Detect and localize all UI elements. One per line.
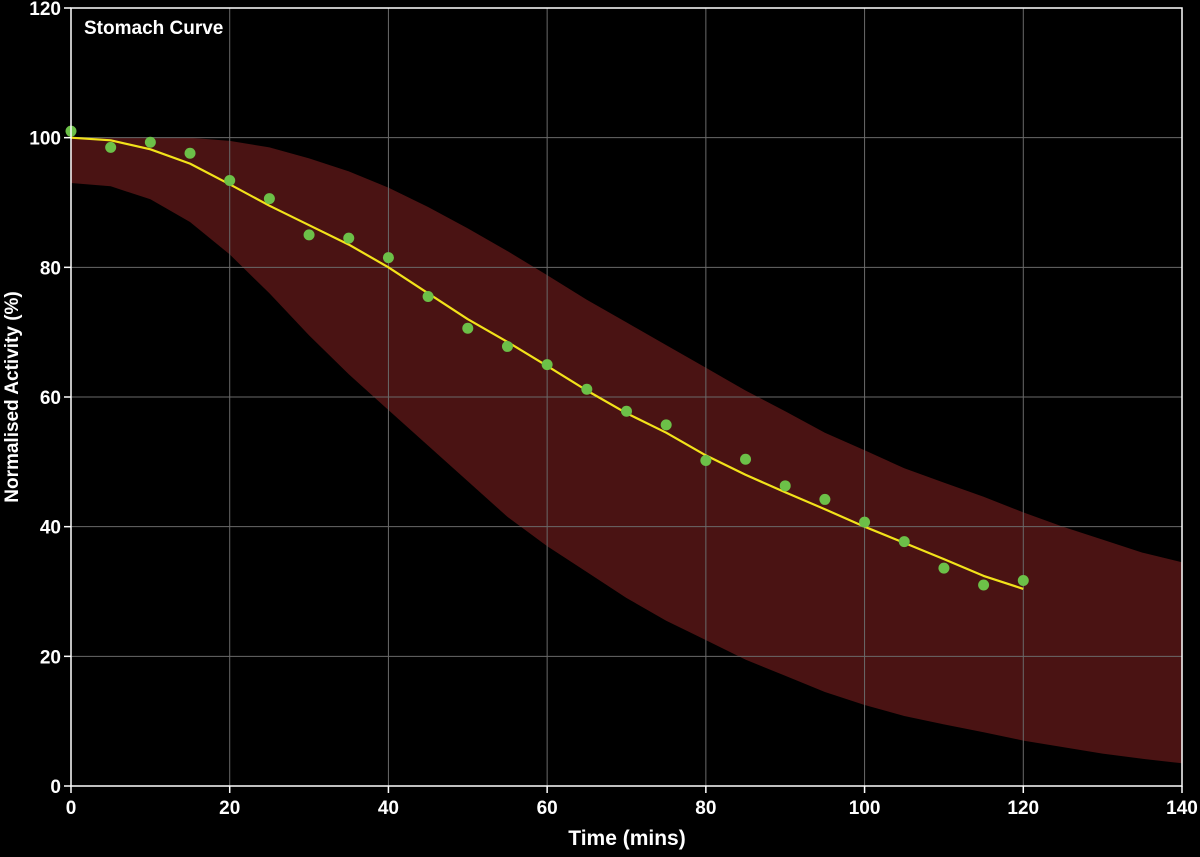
y-tick-label: 20 xyxy=(40,647,61,668)
x-tick-label: 100 xyxy=(849,798,881,819)
data-point xyxy=(422,291,434,303)
data-point xyxy=(462,322,474,334)
x-tick-label: 140 xyxy=(1166,798,1198,819)
data-points-layer xyxy=(65,125,1029,591)
data-point xyxy=(263,193,275,205)
y-tick-label: 60 xyxy=(40,388,61,409)
data-point xyxy=(740,453,752,465)
data-point xyxy=(144,136,156,148)
data-point xyxy=(303,229,315,241)
tick-labels-layer: 0 20 40 60 80 100 120 140 0 20 40 60 80 100 120 xyxy=(29,0,1198,819)
data-point xyxy=(779,480,791,492)
data-point xyxy=(660,419,672,431)
y-tick-label: 0 xyxy=(50,777,61,798)
confidence-band xyxy=(71,137,1182,764)
y-tick-label: 120 xyxy=(29,0,61,20)
x-tick-label: 20 xyxy=(219,798,240,819)
x-tick-label: 0 xyxy=(66,798,77,819)
y-axis-label: Normalised Activity (%) xyxy=(2,291,23,503)
data-point xyxy=(938,562,950,574)
chart-title: Stomach Curve xyxy=(84,18,223,39)
grid-layer xyxy=(71,8,1182,786)
data-point xyxy=(541,359,553,371)
data-point xyxy=(898,536,910,548)
y-tick-label: 80 xyxy=(40,258,61,279)
data-point xyxy=(978,579,990,591)
data-point xyxy=(819,493,831,505)
x-tick-label: 80 xyxy=(695,798,716,819)
data-point xyxy=(343,232,355,244)
x-axis-label: Time (mins) xyxy=(568,827,685,850)
axes-layer xyxy=(64,7,1183,793)
data-point xyxy=(224,174,236,186)
data-point xyxy=(184,147,196,159)
data-point xyxy=(700,455,712,467)
data-point xyxy=(581,383,593,395)
data-point xyxy=(1017,574,1029,586)
data-point xyxy=(859,516,871,528)
x-tick-label: 120 xyxy=(1007,798,1039,819)
data-point xyxy=(621,405,632,417)
x-tick-label: 60 xyxy=(537,798,558,819)
x-tick-label: 40 xyxy=(378,798,399,819)
data-point xyxy=(105,141,117,153)
y-tick-label: 100 xyxy=(29,129,61,150)
data-point xyxy=(501,340,513,352)
data-point xyxy=(382,252,394,264)
y-tick-label: 40 xyxy=(40,518,61,539)
confidence-band-layer xyxy=(71,137,1182,764)
